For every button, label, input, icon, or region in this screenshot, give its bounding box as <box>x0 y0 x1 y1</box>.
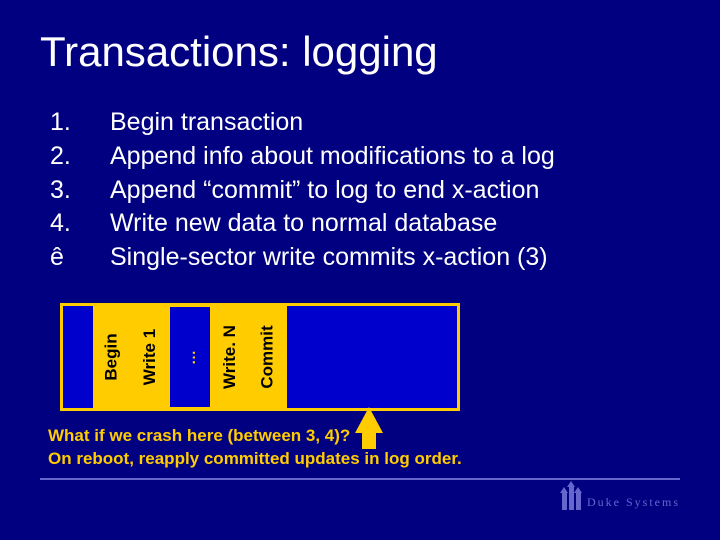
numbered-list: 1. Begin transaction 2. Append info abou… <box>50 106 680 275</box>
list-text: Write new data to normal database <box>110 207 680 241</box>
log-entry-write1: Write 1 <box>131 306 169 408</box>
footer-logo: Duke Systems <box>562 482 680 510</box>
list-number: 2. <box>50 140 110 174</box>
list-item: 2. Append info about modifications to a … <box>50 140 680 174</box>
duke-chapel-icon <box>562 482 581 510</box>
caption-line: What if we crash here (between 3, 4)? <box>48 425 462 448</box>
log-entry-begin: Begin <box>93 306 131 408</box>
list-text: Append info about modifications to a log <box>110 140 680 174</box>
footer-divider <box>40 478 680 480</box>
list-number: 4. <box>50 207 110 241</box>
list-number: 3. <box>50 174 110 208</box>
list-text: Append “commit” to log to end x-action <box>110 174 680 208</box>
caption-text: What if we crash here (between 3, 4)? On… <box>48 425 462 471</box>
list-item: ê Single-sector write commits x-action (… <box>50 241 680 275</box>
slide: Transactions: logging 1. Begin transacti… <box>0 0 720 540</box>
log-label: … <box>182 350 199 365</box>
log-label: Begin <box>102 333 122 380</box>
log-entry-ellipsis: … <box>169 306 211 408</box>
list-item: 1. Begin transaction <box>50 106 680 140</box>
log-label: Write 1 <box>140 329 160 385</box>
log-entry-commit: Commit <box>249 306 287 408</box>
caption-line: On reboot, reapply committed updates in … <box>48 448 462 471</box>
list-item: 3. Append “commit” to log to end x-actio… <box>50 174 680 208</box>
list-number: 1. <box>50 106 110 140</box>
log-label: Write. N <box>220 325 240 389</box>
log-diagram: Begin Write 1 … Write. N Commit <box>60 303 460 411</box>
list-number: ê <box>50 241 110 275</box>
list-item: 4. Write new data to normal database <box>50 207 680 241</box>
list-text: Begin transaction <box>110 106 680 140</box>
log-label: Commit <box>258 325 278 388</box>
log-entry-writeN: Write. N <box>211 306 249 408</box>
footer-brand: Duke Systems <box>587 495 680 510</box>
slide-title: Transactions: logging <box>40 28 680 76</box>
list-text: Single-sector write commits x-action (3) <box>110 241 680 275</box>
